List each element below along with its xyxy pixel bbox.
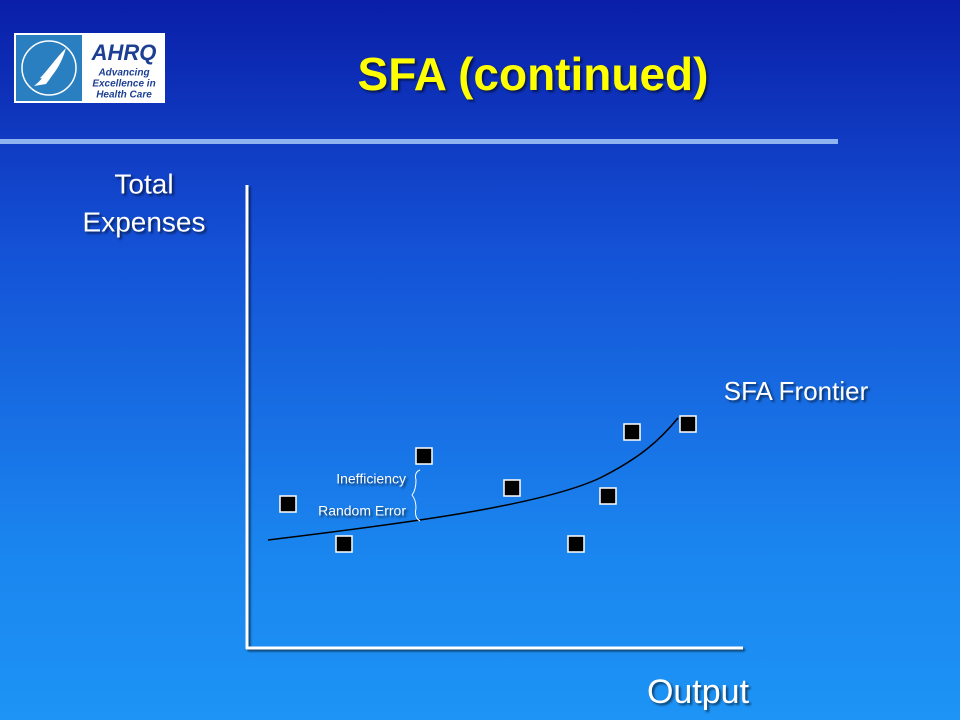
observation [679,415,697,433]
observation [503,479,521,497]
frontier-curve [267,417,679,541]
curve-label: SFA Frontier [724,376,869,406]
y-axis-label: Total [114,168,173,199]
annotation: Random Error [318,503,406,519]
logo-eagle [34,48,66,86]
observation [279,495,297,513]
logo: AHRQ Advancing Excellence in Health Care [14,33,165,103]
logo-seal-ring [21,40,77,96]
title-rule [0,139,838,144]
observations [279,415,697,553]
slide-title: SFA (continued) [358,48,709,100]
observation [599,487,617,505]
observation [623,423,641,441]
annotation: Inefficiency [336,471,406,487]
axes [245,185,743,650]
logo-tagline: Health Care [96,90,152,101]
logo-acronym: AHRQ [91,40,157,65]
observation [415,447,433,465]
brace [411,469,421,522]
logo-tagline: Excellence in [92,79,155,90]
observation [335,535,353,553]
x-axis-label: Output [647,673,750,711]
y-axis-label: Expenses [83,206,206,237]
logo-tagline: Advancing [97,68,149,79]
observation [567,535,585,553]
